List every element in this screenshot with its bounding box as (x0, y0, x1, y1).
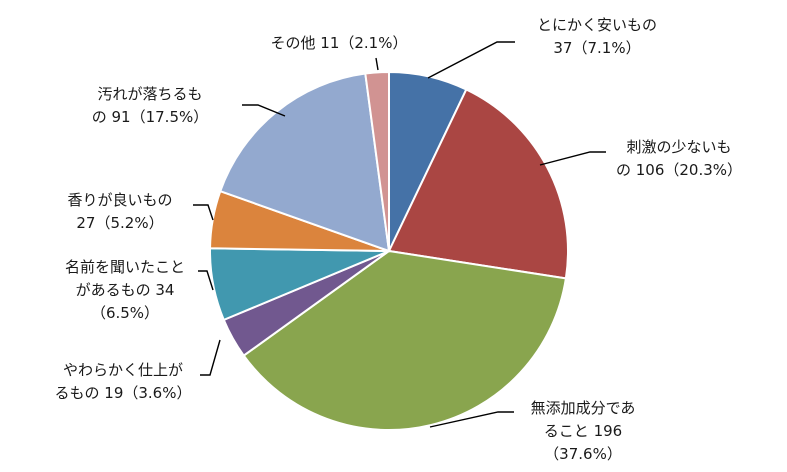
slice-label-line: 香りが良いもの (67, 191, 172, 209)
leader-line-3 (429, 411, 514, 428)
slice-label-2: 刺激の少ないもの 106（20.3%） (616, 138, 742, 179)
slice-label-line: （37.6%） (544, 445, 622, 463)
slice-label-line: の 91（17.5%） (92, 108, 209, 126)
slice-label-line: るもの 19（3.6%） (55, 384, 192, 402)
slice-label-line: やわらかく仕上が (63, 361, 183, 379)
slice-label-line: 名前を聞いたこと (65, 258, 185, 276)
slice-label-6: 香りが良いもの 27（5.2%） (67, 191, 172, 232)
pie-slice-2 (387, 88, 569, 280)
slice-label-line: 37（7.1%） (553, 39, 640, 57)
slice-label-8: その他 11（2.1%） (271, 34, 408, 52)
slice-label-line: 刺激の少ないも (626, 138, 731, 156)
slice-label-5: 名前を聞いたことがあるもの 34 （6.5%） (65, 258, 185, 322)
slices-layer (209, 70, 569, 431)
slice-label-line: （6.5%） (91, 304, 159, 322)
slice-label-1: とにかく安いもの 37（7.1%） (537, 16, 657, 57)
leader-line-7 (242, 104, 286, 117)
slice-label-line: があるもの 34 (76, 281, 175, 299)
slice-label-line: の 106（20.3%） (616, 161, 742, 179)
slice-label-7: 汚れが落ちるもの 91（17.5%） (92, 85, 209, 126)
slice-label-line: 汚れが落ちるも (97, 85, 202, 103)
leader-lines-layer (193, 41, 606, 428)
slice-label-line: 無添加成分であ (531, 399, 636, 417)
leader-line-8 (375, 57, 379, 71)
slice-label-4: やわらかく仕上がるもの 19（3.6%） (55, 361, 192, 402)
slice-label-3: 無添加成分であること 196 （37.6%） (531, 399, 636, 463)
slice-label-line: 27（5.2%） (76, 214, 163, 232)
leader-line-2 (539, 151, 606, 166)
leader-line-6 (193, 204, 214, 221)
leader-line-1 (427, 41, 515, 79)
slice-label-line: ること 196 (544, 422, 622, 440)
leader-line-4 (200, 339, 221, 376)
slice-label-line: とにかく安いもの (537, 16, 657, 34)
pie-slice-3 (242, 249, 568, 431)
leader-line-5 (198, 270, 214, 291)
labels-layer: とにかく安いもの 37（7.1%） 刺激の少ないもの 106（20.3%） 無添加成分… (55, 16, 743, 463)
slice-label-line: その他 11（2.1%） (271, 34, 408, 52)
pie-slice-8 (364, 70, 390, 252)
